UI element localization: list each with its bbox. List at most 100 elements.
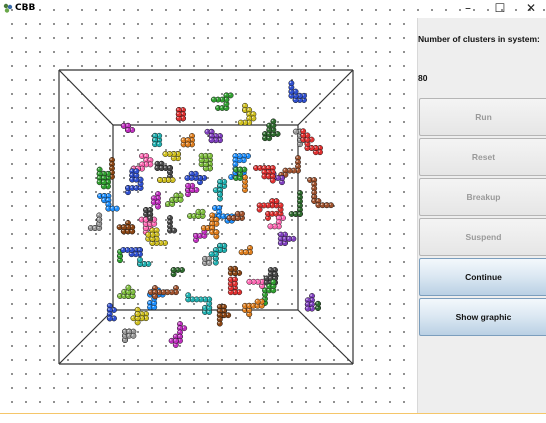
- particle-highlight: [174, 193, 177, 196]
- particle-highlight: [131, 334, 134, 336]
- cluster: [238, 245, 253, 256]
- particle-highlight: [213, 206, 215, 208]
- particle-highlight: [214, 248, 216, 250]
- particle-highlight: [130, 177, 133, 180]
- particle-highlight: [233, 277, 235, 280]
- cluster: [278, 155, 301, 178]
- particle-highlight: [279, 232, 281, 235]
- particle: [125, 284, 132, 291]
- cluster: [233, 166, 248, 181]
- particle-highlight: [218, 305, 220, 307]
- particle-highlight: [238, 167, 241, 170]
- particle-highlight: [294, 129, 296, 132]
- particle-highlight: [188, 214, 190, 216]
- particle-highlight: [283, 237, 285, 239]
- cluster: [300, 128, 323, 156]
- cluster: [256, 198, 284, 221]
- show-graphic-button[interactable]: Show graphic: [419, 298, 546, 336]
- particle-highlight: [298, 191, 300, 193]
- particle-highlight: [174, 339, 176, 341]
- particle-highlight: [97, 213, 100, 216]
- particle-highlight: [108, 304, 110, 306]
- particle-highlight: [153, 138, 155, 140]
- particle-highlight: [97, 217, 100, 220]
- particle: [113, 205, 120, 212]
- particle-highlight: [150, 228, 153, 231]
- particle-highlight: [268, 224, 271, 227]
- particle: [256, 206, 263, 213]
- particle: [304, 305, 311, 312]
- particle: [270, 118, 277, 125]
- particle: [120, 224, 127, 231]
- particle-highlight: [312, 195, 315, 197]
- simulation-canvas[interactable]: [0, 18, 417, 413]
- particle-highlight: [196, 210, 199, 212]
- particle-highlight: [110, 206, 113, 209]
- particle-highlight: [277, 216, 279, 218]
- particle: [292, 128, 299, 135]
- continue-button[interactable]: Continue: [419, 258, 546, 296]
- particle-highlight: [117, 225, 120, 228]
- particle-highlight: [244, 250, 246, 253]
- particle-highlight: [227, 216, 230, 218]
- particle-highlight: [126, 128, 128, 130]
- breakup-button[interactable]: Breakup: [419, 178, 546, 216]
- cluster: [204, 128, 223, 144]
- particle-highlight: [205, 130, 208, 132]
- particle-highlight: [312, 190, 315, 193]
- particle-highlight: [206, 226, 208, 228]
- particle-highlight: [178, 322, 180, 324]
- cluster: [120, 122, 136, 133]
- particle-highlight: [298, 212, 300, 214]
- particle-highlight: [135, 312, 138, 314]
- close-button[interactable]: ✕: [525, 1, 537, 15]
- particle: [286, 235, 293, 242]
- cluster: [185, 292, 213, 315]
- particle-highlight: [207, 261, 210, 263]
- particle-highlight: [296, 164, 298, 167]
- reset-button[interactable]: Reset: [419, 138, 546, 176]
- particle-highlight: [148, 216, 151, 219]
- box-depth-edge: [58, 69, 114, 126]
- particle-highlight: [126, 186, 128, 188]
- particle-highlight: [108, 316, 110, 319]
- particle-highlight: [168, 224, 170, 227]
- particle-highlight: [218, 321, 220, 324]
- particle: [184, 141, 191, 148]
- particle-highlight: [186, 293, 189, 296]
- cluster: [162, 151, 181, 162]
- particle-highlight: [97, 167, 100, 170]
- particle-highlight: [243, 175, 245, 178]
- minimize-button[interactable]: –: [465, 1, 471, 15]
- particle-highlight: [155, 162, 158, 164]
- cluster: [117, 284, 136, 299]
- particle-highlight: [159, 162, 162, 164]
- particle-highlight: [139, 217, 142, 220]
- cluster: [96, 166, 111, 190]
- maximize-button[interactable]: ☐: [494, 1, 506, 15]
- particle: [171, 227, 178, 234]
- particle-highlight: [294, 212, 296, 214]
- particle-highlight: [306, 298, 308, 301]
- particle-highlight: [98, 194, 100, 196]
- run-button[interactable]: Run: [419, 98, 546, 136]
- cluster: [185, 182, 200, 198]
- particle-highlight: [106, 198, 109, 201]
- simulation-box: [58, 69, 354, 365]
- particle-highlight: [168, 166, 170, 168]
- particle-highlight: [209, 252, 212, 255]
- particle: [246, 278, 253, 285]
- particle-highlight: [214, 217, 217, 220]
- suspend-button[interactable]: Suspend: [419, 218, 546, 256]
- particle-highlight: [174, 334, 176, 337]
- particle-highlight: [186, 142, 188, 145]
- particle: [152, 293, 158, 300]
- particle-highlight: [194, 234, 196, 236]
- particle-highlight: [130, 169, 133, 172]
- cluster: [210, 92, 234, 111]
- cluster: [165, 192, 184, 207]
- particle: [207, 152, 213, 159]
- cluster: [237, 102, 257, 126]
- particle-highlight: [270, 212, 273, 214]
- particle-highlight: [263, 288, 265, 291]
